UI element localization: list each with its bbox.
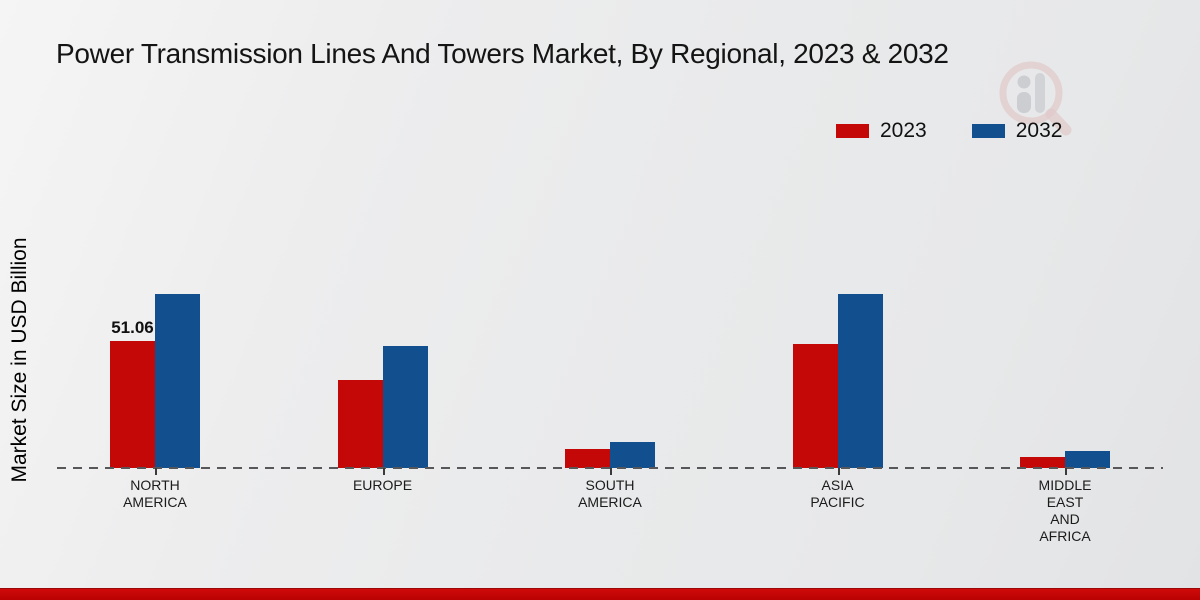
bar-value-label: 51.06	[111, 318, 154, 337]
bar-2023-middle-east-and-africa	[1020, 457, 1065, 468]
legend-label-2023: 2023	[880, 119, 927, 142]
x-category-label-north-america: NORTH AMERICA	[123, 477, 187, 510]
bar-2032-south-america	[610, 442, 655, 468]
x-tick	[1065, 468, 1067, 475]
brand-watermark-icon	[999, 61, 1072, 136]
x-category-label-europe: EUROPE	[352, 477, 413, 493]
x-category-label-south-america: SOUTH AMERICA	[578, 477, 642, 510]
x-tick	[155, 468, 157, 475]
x-category-label-middle-east-and-africa: MIDDLE EAST AND AFRICA	[1038, 477, 1092, 544]
bar-2032-north-america	[155, 294, 200, 468]
x-tick	[837, 468, 840, 475]
x-category-label-asia-pacific: ASIA PACIFIC	[810, 477, 865, 510]
bar-2023-south-america	[565, 449, 610, 468]
bar-2023-asia-pacific	[792, 344, 838, 468]
legend-label-2032: 2032	[1015, 119, 1063, 142]
bar-2023-north-america	[110, 341, 155, 468]
bar-2032-asia-pacific	[837, 294, 883, 468]
chart-title: Power Transmission Lines And Towers Mark…	[56, 38, 949, 69]
footer-red-strip	[0, 588, 1200, 600]
legend: 2023 2032	[836, 119, 1062, 143]
legend-swatch-2023	[836, 124, 869, 138]
bar-2032-middle-east-and-africa	[1065, 451, 1110, 468]
legend-swatch-2032	[971, 124, 1005, 138]
bar-2023-europe	[337, 380, 383, 468]
bar-2032-europe	[382, 346, 428, 468]
x-tick	[610, 468, 612, 475]
x-tick	[382, 468, 385, 475]
